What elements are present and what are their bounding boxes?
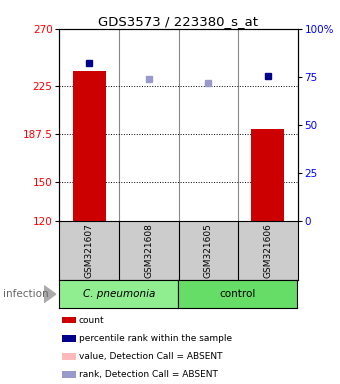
Text: GSM321607: GSM321607	[85, 223, 94, 278]
Bar	[62, 316, 76, 323]
Text: percentile rank within the sample: percentile rank within the sample	[79, 334, 232, 343]
Text: value, Detection Call = ABSENT: value, Detection Call = ABSENT	[79, 352, 222, 361]
Text: control: control	[220, 289, 256, 299]
Polygon shape	[44, 286, 56, 303]
Bar	[73, 71, 106, 221]
Text: infection: infection	[3, 289, 49, 299]
Text: GSM321605: GSM321605	[204, 223, 213, 278]
Bar	[62, 371, 76, 378]
Bar	[62, 353, 76, 360]
Bar	[62, 335, 76, 342]
Text: GSM321608: GSM321608	[144, 223, 153, 278]
Text: C. pneumonia: C. pneumonia	[83, 289, 155, 299]
Title: GDS3573 / 223380_s_at: GDS3573 / 223380_s_at	[99, 15, 258, 28]
Text: rank, Detection Call = ABSENT: rank, Detection Call = ABSENT	[79, 370, 217, 379]
Text: GSM321606: GSM321606	[263, 223, 272, 278]
Bar	[251, 129, 284, 221]
Text: count: count	[79, 316, 104, 324]
